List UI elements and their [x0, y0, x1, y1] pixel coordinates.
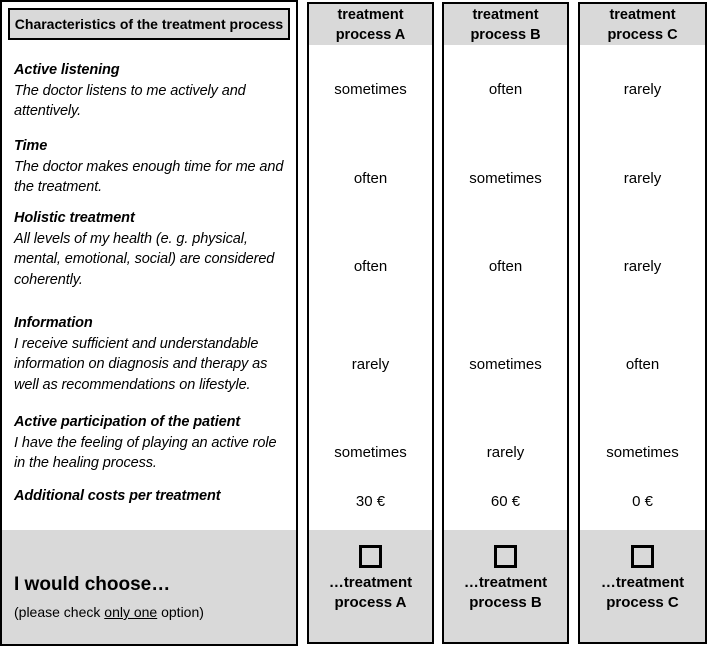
attribute-title: Holistic treatment: [14, 210, 135, 226]
option-b-choice-area: …treatment process B: [444, 530, 567, 642]
value-cell-cost: 0 €: [632, 493, 653, 510]
attribute-description: The doctor makes enough time for me and …: [14, 158, 284, 196]
value-cell-cost: 30 €: [355, 493, 386, 510]
attribute-description: The doctor listens to me actively and at…: [14, 82, 246, 120]
value-cell: rarely: [351, 356, 390, 373]
attribute-holistic-treatment: Holistic treatment All levels of my heal…: [14, 208, 292, 290]
choice-prompt: I would choose…: [14, 574, 171, 595]
option-a-choice-area: …treatment process A: [309, 530, 432, 642]
attribute-title: Time: [14, 138, 48, 154]
option-column-c: treatment process C rarely rarely rarely…: [578, 2, 707, 644]
value-cell: often: [353, 258, 388, 275]
attribute-title: Active participation of the patient: [14, 414, 241, 430]
option-c-choice-label: …treatment process C: [600, 574, 685, 611]
value-cell: often: [488, 81, 523, 98]
option-c-choice-area: …treatment process C: [580, 530, 705, 642]
option-a-header: treatment process A: [309, 4, 432, 45]
attribute-description: All levels of my health (e. g. physical,…: [14, 230, 275, 288]
option-a-choice-label: …treatment process A: [328, 574, 413, 611]
attribute-information: Information I receive sufficient and und…: [14, 313, 292, 395]
value-cell: often: [488, 258, 523, 275]
value-cell: sometimes: [469, 356, 542, 373]
option-b-header: treatment process B: [444, 4, 567, 45]
option-a-checkbox[interactable]: [359, 545, 382, 568]
characteristics-panel: Characteristics of the treatment process…: [0, 0, 298, 646]
attribute-description: I have the feeling of playing an active …: [14, 434, 277, 472]
choice-note-prefix: (please check: [14, 604, 105, 620]
value-cell: rarely: [623, 81, 662, 98]
attribute-additional-costs: Additional costs per treatment: [14, 486, 292, 507]
value-cell: sometimes: [334, 81, 407, 98]
characteristics-header: Characteristics of the treatment process: [8, 8, 290, 40]
value-cell: rarely: [486, 444, 525, 461]
option-column-a: treatment process A sometimes often ofte…: [307, 2, 434, 644]
attribute-description: I receive sufficient and understandable …: [14, 335, 268, 393]
attribute-title: Additional costs per treatment: [14, 488, 221, 504]
option-b-choice-label: …treatment process B: [463, 574, 548, 611]
option-column-b: treatment process B often sometimes ofte…: [442, 2, 569, 644]
value-cell: often: [625, 356, 660, 373]
choice-note: (please check only one option): [14, 602, 286, 622]
attribute-title: Active listening: [14, 62, 120, 78]
option-c-checkbox[interactable]: [631, 545, 654, 568]
choice-note-suffix: option): [157, 604, 204, 620]
option-c-header: treatment process C: [580, 4, 705, 45]
attribute-active-listening: Active listening The doctor listens to m…: [14, 60, 292, 122]
option-b-checkbox[interactable]: [494, 545, 517, 568]
value-cell-cost: 60 €: [490, 493, 521, 510]
attribute-time: Time The doctor makes enough time for me…: [14, 136, 292, 198]
choice-note-underlined: only one: [104, 604, 158, 620]
attribute-active-participation: Active participation of the patient I ha…: [14, 412, 292, 474]
value-cell: rarely: [623, 170, 662, 187]
value-cell: sometimes: [469, 170, 542, 187]
value-cell: often: [353, 170, 388, 187]
value-cell: sometimes: [606, 444, 679, 461]
value-cell: rarely: [623, 258, 662, 275]
value-cell: sometimes: [334, 444, 407, 461]
choice-prompt-area: I would choose… (please check only one o…: [2, 530, 296, 644]
attribute-title: Information: [14, 315, 93, 331]
